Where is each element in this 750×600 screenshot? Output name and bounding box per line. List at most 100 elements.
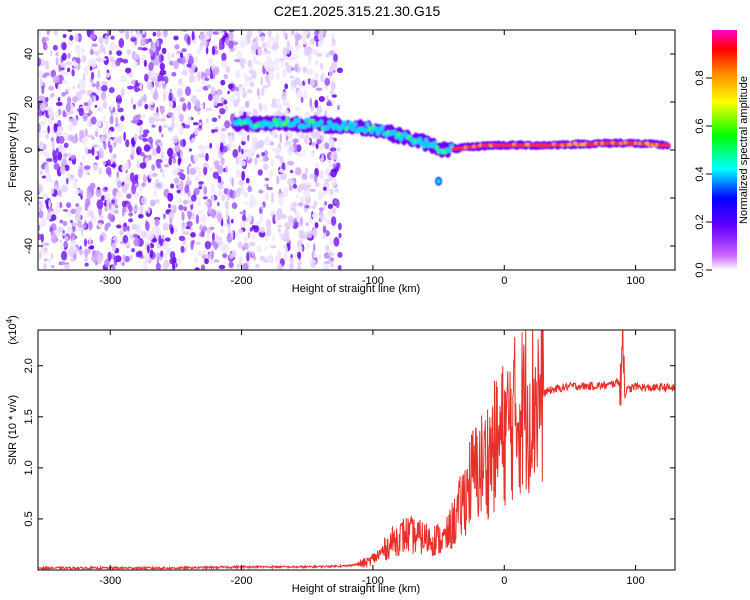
noise-blob — [204, 240, 212, 250]
noise-blob — [220, 142, 224, 153]
noise-blob — [75, 62, 78, 69]
noise-blob — [211, 117, 218, 122]
noise-blob — [259, 213, 264, 223]
noise-blob — [67, 96, 72, 105]
noise-blob — [52, 44, 58, 51]
noise-blob — [311, 250, 315, 260]
noise-blob — [263, 183, 268, 188]
noise-blob — [329, 236, 333, 246]
noise-blob — [181, 211, 185, 222]
noise-blob — [223, 222, 229, 227]
noise-blob — [103, 114, 106, 125]
noise-blob — [86, 191, 92, 200]
noise-blob — [263, 61, 269, 70]
noise-blob — [311, 213, 318, 219]
noise-blob — [53, 123, 58, 133]
noise-blob — [168, 157, 172, 166]
noise-blob — [206, 30, 213, 36]
noise-blob — [155, 263, 161, 270]
noise-blob — [323, 186, 327, 191]
track-core — [373, 126, 378, 132]
noise-blob — [263, 103, 268, 112]
noise-blob — [306, 138, 311, 144]
noise-blob — [139, 162, 147, 169]
noise-blob — [50, 234, 58, 244]
noise-blob — [327, 203, 334, 209]
noise-blob — [148, 116, 156, 125]
noise-blob — [113, 209, 119, 214]
noise-blob — [280, 172, 288, 180]
noise-blob — [209, 226, 215, 230]
noise-blob — [309, 78, 315, 87]
noise-blob — [324, 261, 330, 264]
noise-blob — [277, 228, 281, 233]
noise-blob — [266, 186, 273, 191]
noise-blob — [66, 226, 73, 234]
noise-blob — [162, 173, 165, 177]
noise-blob — [323, 33, 326, 38]
noise-blob — [283, 243, 288, 251]
noise-blob — [178, 124, 184, 135]
noise-blob — [331, 177, 336, 187]
noise-blob — [110, 163, 117, 168]
noise-blob — [280, 213, 287, 220]
noise-blob — [211, 45, 216, 56]
noise-blob — [197, 197, 201, 207]
noise-blob — [38, 153, 41, 157]
noise-blob — [47, 258, 51, 263]
noise-blob — [196, 71, 201, 82]
noise-blob — [60, 63, 66, 68]
noise-blob — [261, 87, 265, 96]
noise-blob — [61, 184, 68, 193]
noise-blob — [58, 135, 65, 144]
noise-blob — [115, 204, 119, 209]
noise-blob — [96, 199, 104, 210]
noise-blob — [149, 50, 154, 57]
track-core — [365, 121, 370, 127]
noise-blob — [264, 136, 271, 146]
noise-blob — [61, 91, 66, 97]
noise-blob — [328, 252, 335, 256]
noise-blob — [312, 49, 318, 55]
noise-blob — [265, 41, 272, 48]
noise-blob — [206, 84, 211, 88]
noise-blob — [140, 38, 147, 47]
noise-blob — [238, 106, 246, 111]
noise-blob — [187, 101, 192, 111]
noise-blob — [238, 180, 244, 186]
noise-blob — [224, 104, 228, 113]
noise-blob — [177, 157, 181, 166]
noise-blob — [44, 163, 50, 173]
noise-blob — [210, 250, 214, 260]
noise-blob — [39, 120, 46, 127]
noise-blob — [104, 258, 110, 268]
noise-blob — [284, 83, 289, 90]
noise-blob — [255, 41, 259, 50]
noise-blob — [175, 105, 182, 112]
noise-blob — [53, 163, 60, 171]
noise-blob — [257, 30, 262, 35]
noise-blob — [91, 30, 95, 35]
noise-blob — [45, 43, 48, 50]
noise-blob — [296, 194, 299, 199]
x-tick-label: 0 — [501, 575, 507, 587]
noise-blob — [255, 263, 260, 269]
noise-blob — [307, 187, 311, 196]
noise-blob — [143, 144, 151, 152]
noise-blob — [120, 88, 125, 97]
noise-blob — [72, 176, 76, 182]
noise-blob — [263, 156, 267, 162]
noise-blob — [314, 99, 319, 109]
snr-line — [38, 330, 675, 570]
noise-blob — [80, 48, 85, 54]
noise-blob — [302, 38, 307, 45]
noise-blob — [189, 73, 195, 84]
noise-blob — [203, 166, 208, 176]
track-core — [306, 122, 311, 128]
noise-blob — [299, 196, 305, 203]
noise-blob — [205, 46, 209, 55]
noise-blob — [271, 45, 275, 50]
noise-blob — [72, 245, 77, 252]
noise-blob — [276, 71, 280, 81]
